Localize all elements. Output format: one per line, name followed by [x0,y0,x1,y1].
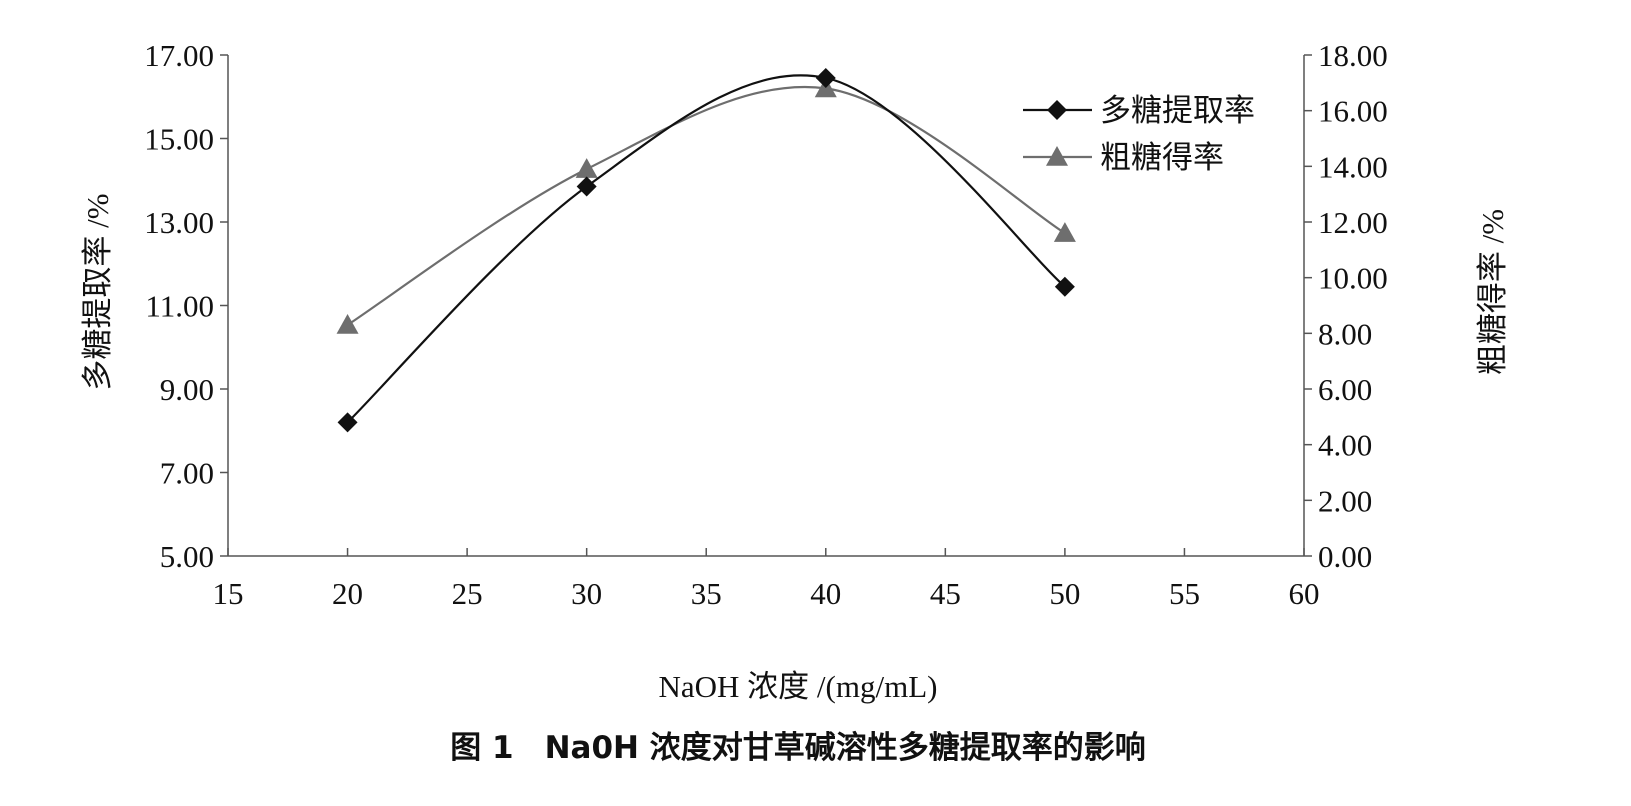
y-right-tick-label: 12.00 [1318,205,1388,240]
data-point-crude-sugar-yield [575,158,598,178]
x-tick-label: 50 [1049,576,1080,611]
y-left-tick-label: 11.00 [145,289,214,324]
data-point-polysaccharide-yield [576,176,597,197]
x-tick-label: 55 [1169,576,1200,611]
legend-marker-polysaccharide-yield [1047,100,1067,120]
data-point-polysaccharide-yield [337,412,358,433]
data-point-crude-sugar-yield [336,313,359,334]
y-left-tick-label: 13.00 [144,205,214,240]
x-tick-label: 15 [213,576,244,611]
x-tick-label: 35 [691,576,722,611]
y-right-tick-label: 10.00 [1318,261,1388,296]
y-right-tick-label: 6.00 [1318,372,1372,407]
y-right-tick-label: 14.00 [1318,149,1388,184]
series-line-crude-sugar-yield [346,86,1066,326]
series-crude-sugar-yield [336,77,1076,334]
x-axis-title: NaOH 浓度 /(mg/mL) [659,669,938,704]
y-left-tick-label: 7.00 [160,456,214,491]
axes-group: 5.00 7.00 9.00 11.00 13.00 15.00 17.00 0.00 2.00… [144,38,1388,611]
y-right-tick-label: 18.00 [1318,38,1388,73]
x-tick-label: 25 [452,576,483,611]
y-axis-title-left: 多糖提取率 /% [80,193,115,390]
y-left-tick-label: 5.00 [160,539,214,574]
x-tick-label: 30 [571,576,602,611]
y-right-tick-label: 16.00 [1318,94,1388,129]
x-tick-label: 45 [930,576,961,611]
x-tick-label: 40 [810,576,841,611]
y-left-tick-label: 9.00 [160,372,214,407]
legend-marker-crude-sugar-yield [1046,146,1068,166]
y-right-tick-label: 4.00 [1318,428,1372,463]
data-point-polysaccharide-yield [1054,276,1075,297]
data-point-crude-sugar-yield [1053,222,1076,242]
legend-label-polysaccharide-yield: 多糖提取率 [1100,93,1255,128]
y-right-tick-label: 0.00 [1318,539,1372,574]
series-line-polysaccharide-yield [346,74,1066,424]
series-polysaccharide-yield [337,67,1075,433]
y-left-tick-label: 17.00 [144,38,214,73]
data-point-polysaccharide-yield [815,67,836,88]
y-axis-title-right: 粗糖得率 /% [1475,209,1510,375]
y-right-tick-label: 8.00 [1318,316,1372,351]
x-tick-label: 60 [1289,576,1320,611]
series-layer [336,67,1076,433]
y-right-tick-label: 2.00 [1318,483,1372,518]
y-left-tick-label: 15.00 [144,122,214,157]
figure-caption: 图 1 Na0H 浓度对甘草碱溶性多糖提取率的影响 [450,730,1146,766]
x-tick-label: 20 [332,576,363,611]
legend-label-crude-sugar-yield: 粗糖得率 [1100,140,1224,175]
